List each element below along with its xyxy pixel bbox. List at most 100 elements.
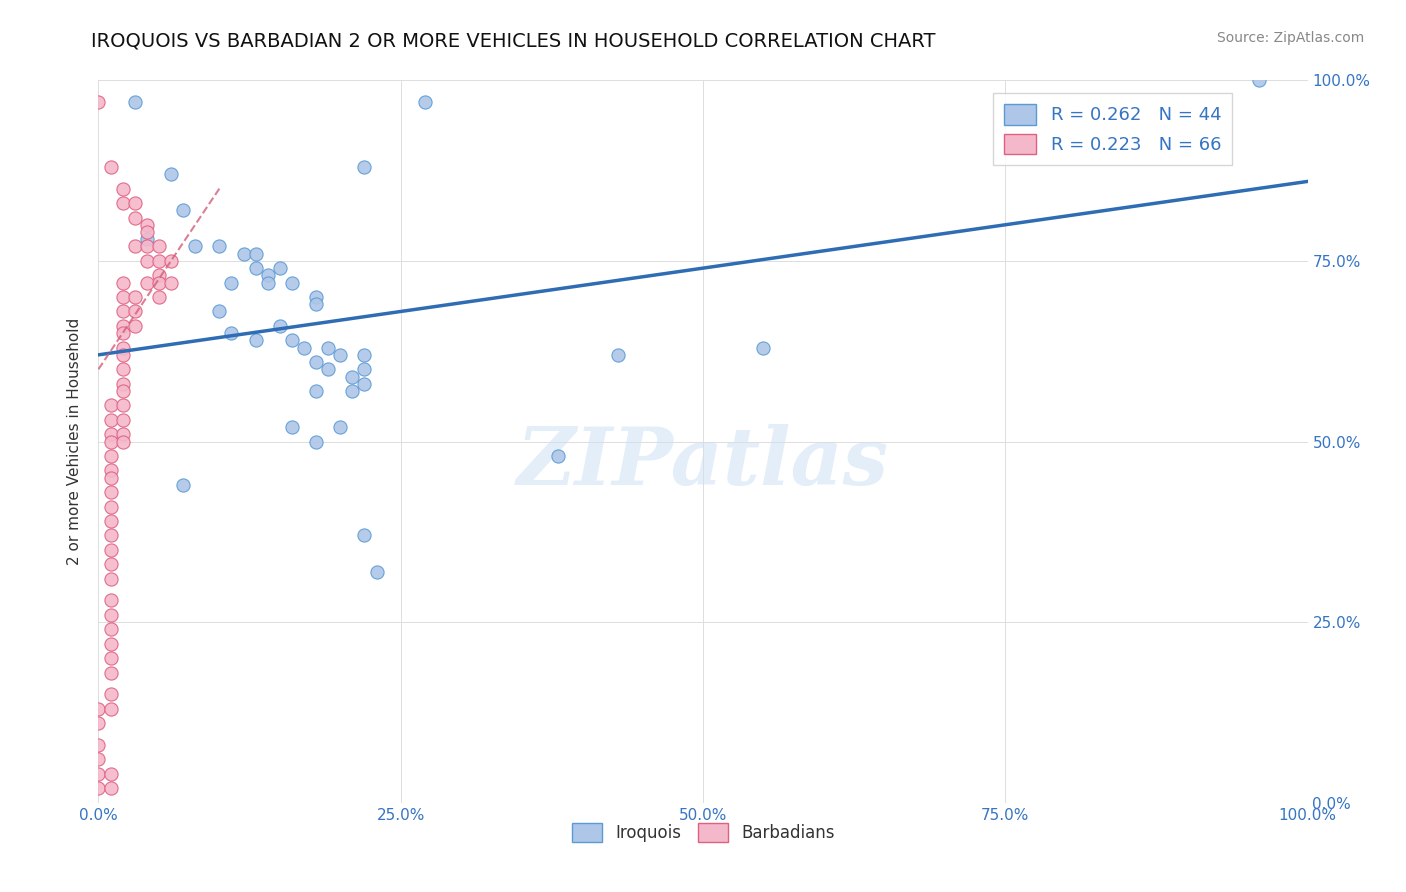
Point: [87, 781, 110, 796]
Point: [124, 196, 146, 211]
Point: [100, 572, 122, 586]
Point: [87, 738, 110, 752]
Point: [124, 318, 146, 333]
Point: [100, 485, 122, 500]
Point: [366, 565, 388, 579]
Point: [607, 348, 630, 362]
Point: [100, 558, 122, 572]
Point: [221, 326, 243, 340]
Point: [148, 239, 170, 253]
Point: [100, 651, 122, 665]
Point: [100, 702, 122, 716]
Point: [135, 225, 157, 239]
Point: [135, 276, 157, 290]
Point: [100, 665, 122, 680]
Point: [752, 341, 775, 355]
Point: [100, 470, 122, 484]
Point: [148, 290, 170, 304]
Point: [269, 318, 291, 333]
Point: [547, 449, 569, 463]
Point: [100, 514, 122, 528]
Point: [1249, 73, 1271, 87]
Point: [100, 434, 122, 449]
Point: [172, 478, 194, 492]
Point: [100, 449, 122, 463]
Point: [353, 348, 375, 362]
Point: [135, 232, 157, 246]
Point: [111, 384, 134, 398]
Text: Source: ZipAtlas.com: Source: ZipAtlas.com: [1216, 31, 1364, 45]
Point: [172, 203, 194, 218]
Point: [87, 702, 110, 716]
Point: [87, 716, 110, 731]
Point: [111, 304, 134, 318]
Point: [342, 369, 364, 384]
Point: [100, 767, 122, 781]
Point: [208, 239, 231, 253]
Point: [100, 781, 122, 796]
Point: [316, 341, 339, 355]
Point: [353, 528, 375, 542]
Point: [305, 297, 328, 311]
Point: [111, 326, 134, 340]
Point: [87, 752, 110, 766]
Point: [160, 167, 183, 181]
Point: [111, 413, 134, 427]
Point: [135, 239, 157, 253]
Point: [100, 160, 122, 174]
Point: [184, 239, 207, 253]
Point: [111, 196, 134, 211]
Point: [281, 420, 304, 434]
Point: [111, 182, 134, 196]
Point: [100, 637, 122, 651]
Point: [221, 276, 243, 290]
Point: [135, 218, 157, 232]
Point: [100, 528, 122, 542]
Point: [245, 334, 267, 348]
Point: [100, 413, 122, 427]
Point: [353, 362, 375, 376]
Point: [316, 362, 339, 376]
Point: [413, 95, 436, 109]
Point: [111, 341, 134, 355]
Point: [148, 276, 170, 290]
Point: [281, 276, 304, 290]
Point: [111, 362, 134, 376]
Point: [292, 341, 315, 355]
Point: [100, 623, 122, 637]
Point: [305, 355, 328, 369]
Point: [100, 687, 122, 701]
Point: [87, 95, 110, 109]
Point: [100, 463, 122, 477]
Y-axis label: 2 or more Vehicles in Household: 2 or more Vehicles in Household: [67, 318, 83, 566]
Text: ZIPatlas: ZIPatlas: [517, 425, 889, 502]
Point: [111, 348, 134, 362]
Point: [281, 334, 304, 348]
Point: [124, 95, 146, 109]
Point: [245, 261, 267, 276]
Point: [100, 500, 122, 514]
Point: [256, 276, 278, 290]
Point: [124, 211, 146, 225]
Point: [100, 607, 122, 622]
Point: [111, 290, 134, 304]
Point: [87, 767, 110, 781]
Point: [148, 253, 170, 268]
Point: [148, 268, 170, 283]
Point: [111, 398, 134, 412]
Point: [305, 434, 328, 449]
Point: [111, 318, 134, 333]
Legend: Iroquois, Barbadians: Iroquois, Barbadians: [565, 816, 841, 848]
Text: IROQUOIS VS BARBADIAN 2 OR MORE VEHICLES IN HOUSEHOLD CORRELATION CHART: IROQUOIS VS BARBADIAN 2 OR MORE VEHICLES…: [91, 31, 936, 50]
Point: [245, 246, 267, 260]
Point: [111, 376, 134, 391]
Point: [329, 420, 352, 434]
Point: [232, 246, 254, 260]
Point: [100, 427, 122, 442]
Point: [353, 376, 375, 391]
Point: [342, 384, 364, 398]
Point: [329, 348, 352, 362]
Point: [100, 542, 122, 557]
Point: [111, 427, 134, 442]
Point: [135, 253, 157, 268]
